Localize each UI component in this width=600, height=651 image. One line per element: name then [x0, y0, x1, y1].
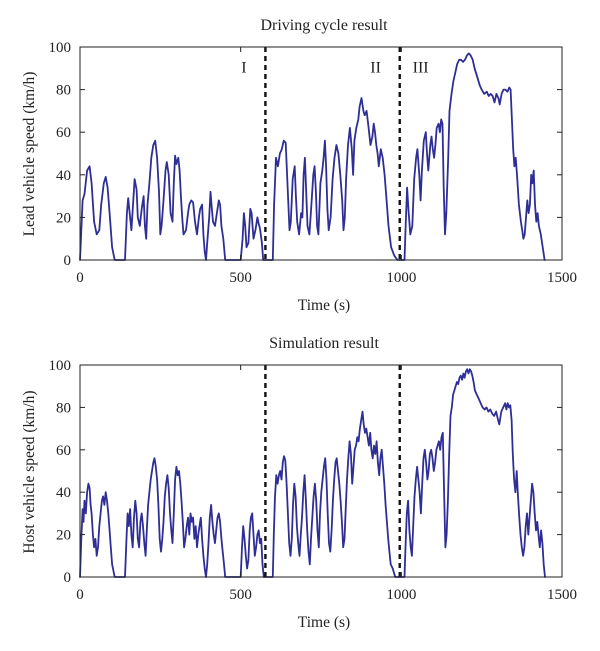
x-tick-label: 500 — [229, 587, 252, 603]
chart-simulation: Simulation result 0 500 1000 1500 0 20 40 60 80 1… — [21, 335, 577, 631]
region-label: II — [370, 60, 381, 77]
y-axis-label: Host vehicle speed (km/h) — [21, 390, 38, 553]
y-tick-label: 20 — [56, 210, 71, 226]
region-label: III — [413, 60, 429, 77]
axes-frame — [79, 46, 563, 261]
y-tick-label: 20 — [56, 528, 71, 544]
series-line — [79, 368, 546, 578]
series-line — [79, 52, 546, 261]
y-tick-label: 0 — [64, 253, 72, 269]
y-tick-label: 0 — [64, 570, 72, 586]
chart-title: Simulation result — [269, 335, 379, 352]
x-tick-label: 1000 — [386, 270, 416, 286]
x-tick-label: 500 — [229, 270, 252, 286]
y-tick-label: 100 — [49, 40, 72, 56]
axes-frame — [79, 364, 563, 578]
x-tick-label: 0 — [76, 587, 84, 603]
y-tick-label: 100 — [49, 358, 72, 374]
y-tick-label: 40 — [56, 168, 71, 184]
y-tick-label: 40 — [56, 485, 71, 501]
y-tick-label: 80 — [56, 400, 71, 416]
y-axis-label: Lead vehicle speed (km/h) — [21, 72, 38, 237]
x-axis-label: Time (s) — [298, 614, 350, 631]
region-label: I — [241, 60, 246, 77]
y-tick-label: 80 — [56, 83, 71, 99]
x-axis-label: Time (s) — [298, 297, 350, 314]
y-tick-label: 60 — [56, 125, 71, 141]
x-tick-label: 0 — [76, 270, 84, 286]
chart-title: Driving cycle result — [260, 17, 388, 34]
y-tick-label: 60 — [56, 443, 71, 459]
x-tick-label: 1000 — [386, 587, 416, 603]
x-tick-label: 1500 — [547, 270, 577, 286]
plot-area: 0 500 1000 1500 0 20 40 60 80 100 — [49, 358, 578, 603]
x-tick-label: 1500 — [547, 587, 577, 603]
